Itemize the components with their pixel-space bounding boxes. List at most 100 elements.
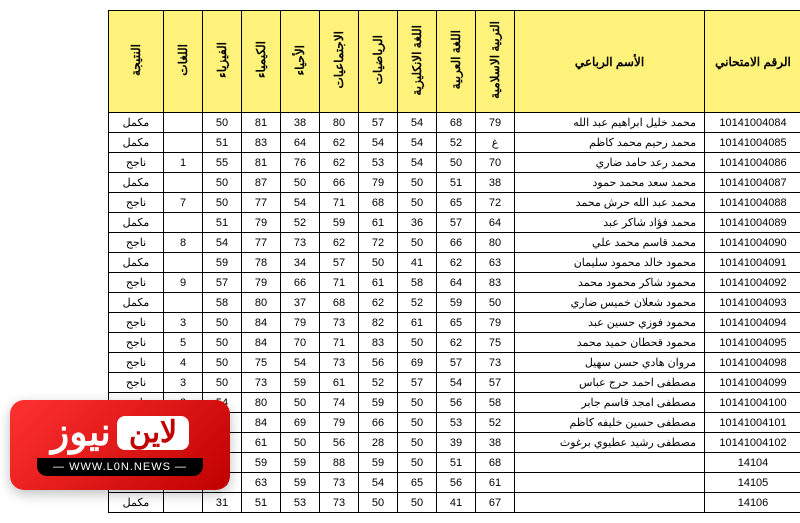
cell: محمد رعد حامد ضاري [515, 153, 705, 173]
cell: 79 [242, 273, 281, 293]
col-header: اللغة الانكليزية [398, 11, 437, 113]
cell: 50 [203, 313, 242, 333]
cell: 14104 [705, 453, 800, 473]
cell: 1 [164, 153, 203, 173]
cell: 57 [359, 113, 398, 133]
cell: 66 [320, 173, 359, 193]
cell: 65 [437, 193, 476, 213]
cell [164, 213, 203, 233]
cell: 77 [242, 233, 281, 253]
cell: 51 [437, 453, 476, 473]
cell: مكمل [109, 113, 164, 133]
cell: محمد سعد محمد حمود [515, 173, 705, 193]
cell: 71 [320, 193, 359, 213]
cell: 10141004086 [705, 153, 800, 173]
cell: 52 [398, 293, 437, 313]
col-header: التربية الاسلامية [476, 11, 515, 113]
cell: 36 [398, 213, 437, 233]
cell: 57 [437, 213, 476, 233]
cell: 69 [281, 413, 320, 433]
cell: مكمل [109, 293, 164, 313]
cell: 63 [476, 253, 515, 273]
cell: 53 [359, 153, 398, 173]
cell: 79 [476, 313, 515, 333]
table-row: 10141004085محمد رحيم محمد كاظمغ525454626… [109, 133, 800, 153]
table-row: 10141004095محمود قحطان حميد محمد75625083… [109, 333, 800, 353]
cell: 10141004098 [705, 353, 800, 373]
cell: 59 [281, 373, 320, 393]
cell: 73 [320, 473, 359, 493]
cell: 54 [359, 473, 398, 493]
cell: 59 [281, 473, 320, 493]
cell: 56 [437, 473, 476, 493]
cell: 10141004087 [705, 173, 800, 193]
cell: 50 [203, 113, 242, 133]
cell: 38 [476, 173, 515, 193]
cell: 64 [281, 133, 320, 153]
cell: ناجح [109, 373, 164, 393]
cell: 79 [242, 213, 281, 233]
table-row: 10141004088محمد عبد الله حرش محمد7265506… [109, 193, 800, 213]
cell: 10141004101 [705, 413, 800, 433]
table-row: 10141004090محمد قاسم محمد علي80665072627… [109, 233, 800, 253]
cell: 51 [203, 133, 242, 153]
cell: 70 [476, 153, 515, 173]
cell [164, 493, 203, 513]
cell [164, 133, 203, 153]
cell: 10141004091 [705, 253, 800, 273]
cell: ناجح [109, 193, 164, 213]
cell: 56 [437, 393, 476, 413]
cell: 5 [164, 333, 203, 353]
cell: 80 [242, 393, 281, 413]
cell: 50 [281, 433, 320, 453]
cell: 81 [242, 113, 281, 133]
col-header: الاجتماعيات [320, 11, 359, 113]
cell: 62 [437, 333, 476, 353]
cell: 65 [398, 473, 437, 493]
cell: 73 [320, 493, 359, 513]
cell: ناجح [109, 233, 164, 253]
cell: 59 [437, 293, 476, 313]
cell: 66 [281, 273, 320, 293]
col-header: الأحياء [281, 11, 320, 113]
cell: 58 [476, 393, 515, 413]
col-header: الرقم الامتحاني [705, 11, 800, 113]
cell: 73 [242, 373, 281, 393]
cell: 10141004089 [705, 213, 800, 233]
cell: 83 [476, 273, 515, 293]
cell: مكمل [109, 133, 164, 153]
cell: 59 [320, 213, 359, 233]
cell: غ [476, 133, 515, 153]
cell: 62 [359, 293, 398, 313]
cell: 10141004094 [705, 313, 800, 333]
cell: 10141004102 [705, 433, 800, 453]
cell: 68 [359, 193, 398, 213]
cell: 50 [398, 233, 437, 253]
cell: 39 [437, 433, 476, 453]
cell: 59 [281, 453, 320, 473]
cell: 10141004093 [705, 293, 800, 313]
cell: 9 [164, 273, 203, 293]
cell: 61 [320, 373, 359, 393]
cell: 73 [320, 313, 359, 333]
cell: 38 [281, 113, 320, 133]
cell: 61 [398, 313, 437, 333]
cell: 50 [203, 373, 242, 393]
cell: 54 [281, 353, 320, 373]
cell [515, 473, 705, 493]
cell: 68 [476, 453, 515, 473]
cell: 50 [437, 153, 476, 173]
cell: 73 [476, 353, 515, 373]
cell: 50 [398, 333, 437, 353]
logo-word-text: نيوز [51, 414, 111, 452]
cell: 7 [164, 193, 203, 213]
cell: 54 [281, 193, 320, 213]
cell: 72 [476, 193, 515, 213]
cell: 75 [476, 333, 515, 353]
cell: 62 [437, 253, 476, 273]
cell: مكمل [109, 213, 164, 233]
cell: 50 [398, 413, 437, 433]
cell: 80 [242, 293, 281, 313]
cell: 56 [320, 433, 359, 453]
cell: 64 [476, 213, 515, 233]
